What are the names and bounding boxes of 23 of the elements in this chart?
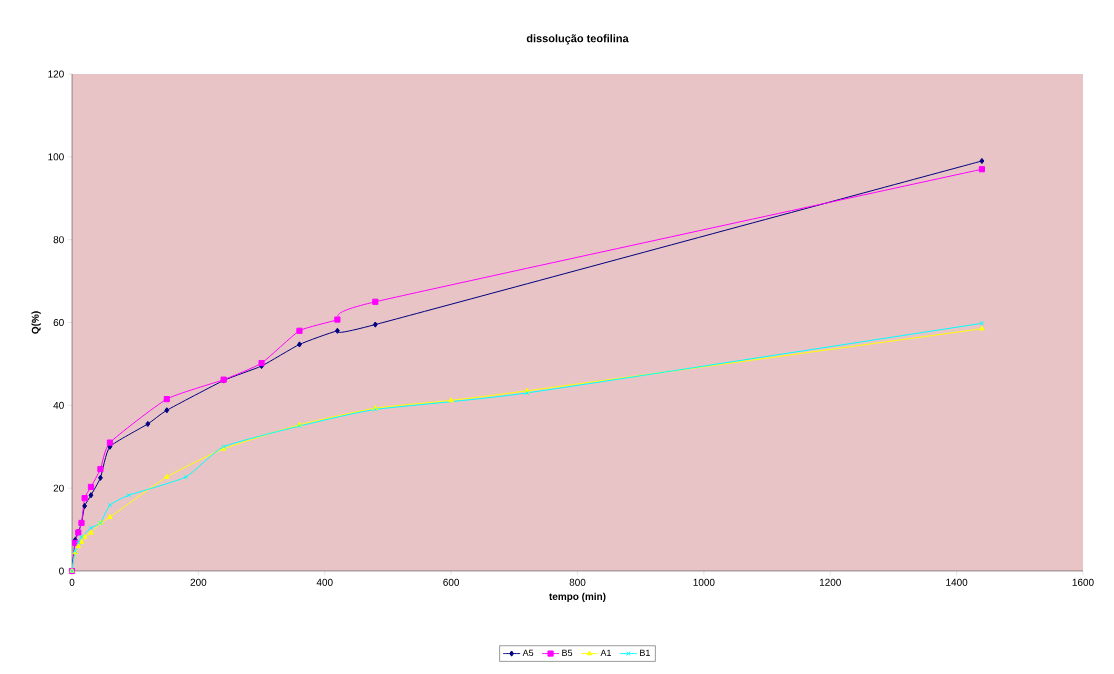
y-tick-label: 120 (48, 70, 64, 78)
x-tick-label: 400 (316, 578, 333, 586)
x-tick-label: 1600 (1072, 578, 1094, 586)
y-axis-title: Q(%) (31, 311, 41, 334)
y-tick-label: 100 (48, 153, 64, 161)
x-tick-label: 600 (443, 578, 460, 586)
x-axis-title: tempo (min) (549, 592, 606, 602)
legend-label: A1 (600, 649, 612, 656)
y-tick-label: 40 (53, 401, 64, 409)
x-tick-label: 800 (569, 578, 586, 586)
x-tick-label: 1000 (693, 578, 715, 586)
y-tick-label: 80 (53, 236, 64, 244)
y-tick-label: 60 (53, 318, 64, 327)
y-tick-label: 0 (59, 567, 64, 575)
legend-label: B5 (562, 649, 573, 656)
x-tick-label: 0 (69, 578, 75, 586)
y-tick-label: 20 (53, 484, 64, 492)
legend-label: A5 (522, 649, 534, 656)
x-tick-label: 1200 (819, 578, 841, 586)
legend-label: B1 (640, 649, 650, 656)
chart-title: dissolução teofilina (526, 34, 629, 45)
x-tick-label: 200 (190, 578, 207, 586)
x-tick-label: 1400 (946, 578, 968, 586)
